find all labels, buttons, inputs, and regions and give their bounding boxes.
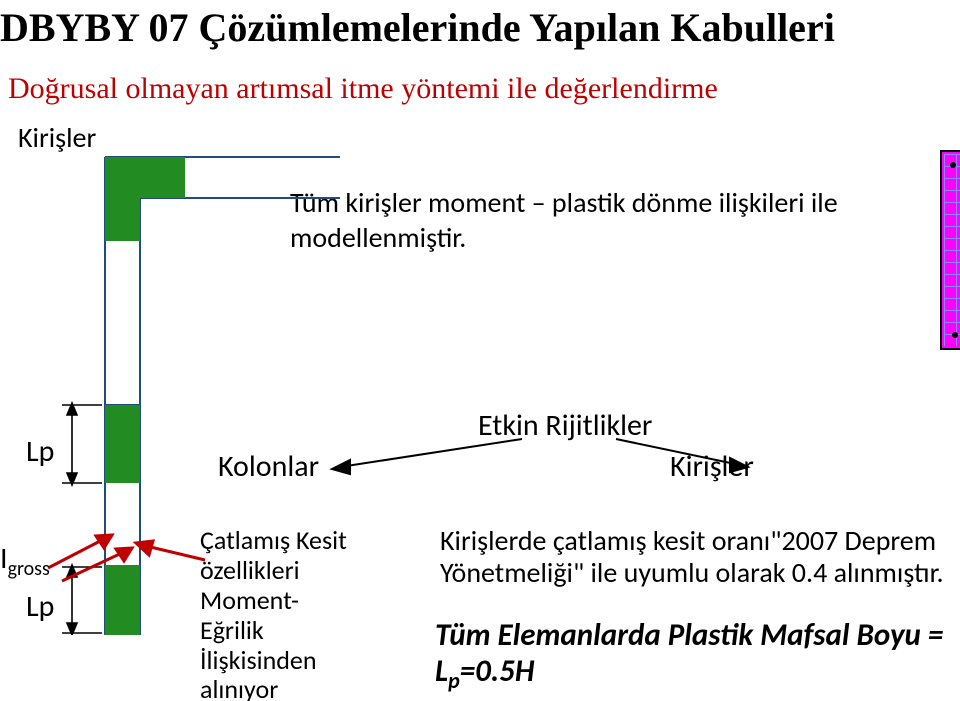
rigidity-arrows	[320, 425, 820, 485]
pink-grid	[944, 154, 960, 346]
kolonlar-label: Kolonlar	[218, 448, 319, 485]
igross-label: Igross	[0, 540, 50, 581]
plastik-lp: Lp=0.5H	[435, 652, 534, 690]
deprem-l1: Kirişlerde çatlamış kesit oranı"2007 Dep…	[440, 523, 936, 558]
lp-upper-label: Lp	[26, 433, 54, 470]
plastik-l1: Tüm Elemanlarda Plastik Mafsal Boyu =	[435, 616, 943, 654]
rebar-dot	[952, 332, 958, 338]
catlamis-l4: Eğrilik	[200, 614, 264, 646]
rebar-dot	[950, 162, 956, 168]
catlamis-l6: alınıyor	[200, 673, 278, 701]
catlamis-block: Çatlamış Kesit özellikleri Moment- Eğril…	[200, 526, 400, 701]
catlamis-l1: Çatlamış Kesit	[200, 524, 347, 556]
igross-sub: gross	[8, 557, 50, 581]
page-title: DBYBY 07 Çözümlemelerinde Yapılan Kabull…	[0, 4, 960, 51]
plastik-L: L	[435, 652, 448, 690]
catlamis-l2: özellikleri	[200, 554, 300, 586]
plastik-block: Tüm Elemanlarda Plastik Mafsal Boyu = Lp…	[435, 618, 960, 693]
subtitle: Doğrusal olmayan artımsal itme yöntemi i…	[8, 72, 718, 106]
igross-i: I	[0, 540, 8, 577]
plastik-sub: p	[448, 667, 460, 694]
lp-lower-label: Lp	[26, 588, 54, 625]
catlamis-l5: İlişkisinden	[200, 644, 317, 676]
plastik-rest: =0.5H	[460, 652, 535, 690]
deprem-block: Kirişlerde çatlamış kesit oranı"2007 Dep…	[440, 525, 960, 589]
deprem-l2: Yönetmeliği" ile uyumlu olarak 0.4 alınm…	[440, 555, 944, 590]
catlamis-l3: Moment-	[200, 584, 299, 616]
beam-text: Tüm kirişler moment – plastik dönme iliş…	[290, 185, 960, 255]
pink-rebar-box	[940, 150, 960, 350]
